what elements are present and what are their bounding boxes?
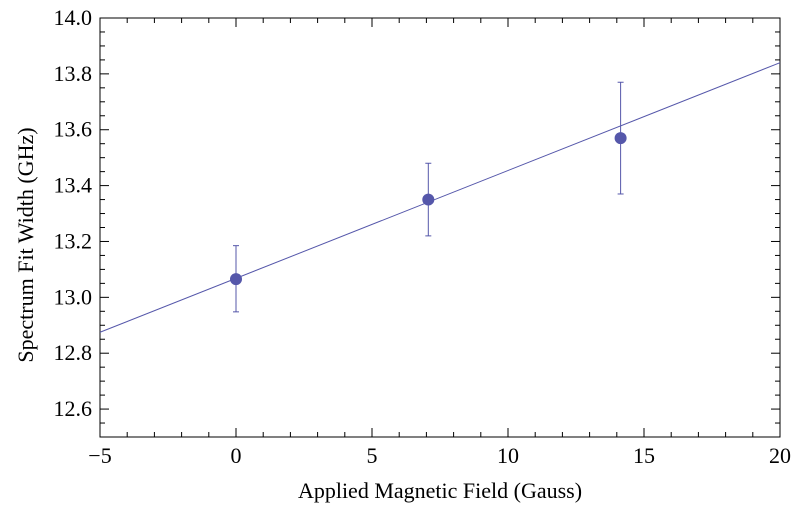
y-axis-title: Spectrum Fit Width (GHz) bbox=[13, 127, 38, 362]
y-tick-label: 12.6 bbox=[54, 396, 93, 421]
x-tick-label: −5 bbox=[88, 443, 111, 468]
x-tick-label: 5 bbox=[367, 443, 378, 468]
y-tick-label: 13.8 bbox=[54, 61, 93, 86]
data-point bbox=[614, 132, 627, 145]
y-tick-label: 14.0 bbox=[54, 5, 93, 30]
x-tick-label: 0 bbox=[231, 443, 242, 468]
y-tick-label: 13.6 bbox=[54, 117, 93, 142]
x-tick-label: 20 bbox=[769, 443, 791, 468]
x-tick-label: 10 bbox=[497, 443, 519, 468]
y-tick-label: 13.4 bbox=[54, 173, 93, 198]
y-tick-label: 13.0 bbox=[54, 284, 93, 309]
y-tick-label: 12.8 bbox=[54, 340, 93, 365]
fit-line bbox=[99, 62, 781, 333]
x-tick-label: 15 bbox=[633, 443, 655, 468]
x-axis-title: Applied Magnetic Field (Gauss) bbox=[298, 478, 582, 503]
y-tick-label: 13.2 bbox=[54, 228, 93, 253]
data-points bbox=[230, 132, 627, 286]
fit-line-group bbox=[99, 62, 781, 333]
data-point bbox=[230, 273, 242, 286]
y-axis-ticks: 12.6 12.8 13.0 13.2 13.4 13.6 13.8 14.0 bbox=[54, 5, 780, 438]
x-axis-ticks: −5 0 5 10 15 20 bbox=[88, 18, 791, 468]
data-point bbox=[422, 193, 435, 206]
